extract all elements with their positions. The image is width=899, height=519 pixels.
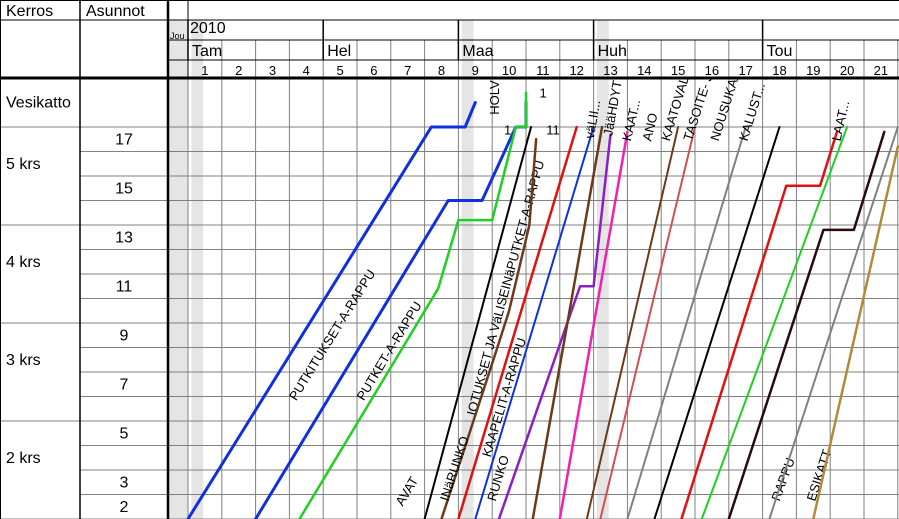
week-label: 5 bbox=[336, 63, 343, 78]
week-label: 7 bbox=[404, 63, 411, 78]
week-label: 6 bbox=[370, 63, 377, 78]
line-of-balance-chart: 123456789101112131415161718192021TamHelM… bbox=[0, 0, 899, 519]
asunnot-label: 7 bbox=[120, 376, 129, 393]
kerros-label: Vesikatto bbox=[6, 95, 71, 112]
week-label: 9 bbox=[472, 63, 479, 78]
month-label: Tou bbox=[767, 43, 793, 60]
kerros-label: 4 krs bbox=[6, 254, 41, 271]
kerros-label: 3 krs bbox=[6, 352, 41, 369]
col-asunnot-header: Asunnot bbox=[86, 3, 145, 20]
month-label: Maa bbox=[462, 43, 493, 60]
week-label: 1 bbox=[201, 63, 208, 78]
week-label: 13 bbox=[603, 63, 617, 78]
year-label: 2010 bbox=[190, 20, 226, 37]
week-label: 19 bbox=[806, 63, 820, 78]
asunnot-label: 5 bbox=[120, 425, 129, 442]
asunnot-label: 11 bbox=[116, 278, 133, 295]
week-label: 14 bbox=[637, 63, 651, 78]
marker: 1 bbox=[540, 86, 547, 101]
week-label: 12 bbox=[569, 63, 583, 78]
asunnot-label: 17 bbox=[115, 131, 133, 148]
asunnot-label: 9 bbox=[120, 327, 129, 344]
asunnot-label: 15 bbox=[115, 180, 133, 197]
week-label: 10 bbox=[502, 63, 516, 78]
asunnot-label: 3 bbox=[120, 474, 129, 491]
asunnot-label: 2 bbox=[120, 499, 129, 516]
week-label: 18 bbox=[772, 63, 786, 78]
week-label: 4 bbox=[303, 63, 310, 78]
kerros-label: 5 krs bbox=[6, 156, 41, 173]
week-label: 2 bbox=[235, 63, 242, 78]
month-label: Hel bbox=[327, 43, 351, 60]
week-label: 21 bbox=[874, 63, 888, 78]
marker: 11 bbox=[546, 122, 560, 137]
col-kerros-header: Kerros bbox=[6, 3, 53, 20]
marker: 1 bbox=[504, 122, 511, 137]
kerros-label: 2 krs bbox=[6, 450, 41, 467]
asunnot-label: 13 bbox=[115, 229, 133, 246]
week-label: 16 bbox=[705, 63, 719, 78]
task-label: HOLVI bbox=[487, 77, 502, 115]
month-label: Huh bbox=[598, 43, 627, 60]
month-label: Tam bbox=[192, 43, 222, 60]
week-label: 15 bbox=[671, 63, 685, 78]
week-label: 8 bbox=[438, 63, 445, 78]
week-label: 20 bbox=[840, 63, 854, 78]
week-label: 3 bbox=[269, 63, 276, 78]
week-label: 11 bbox=[536, 63, 550, 78]
week-label: 17 bbox=[738, 63, 752, 78]
